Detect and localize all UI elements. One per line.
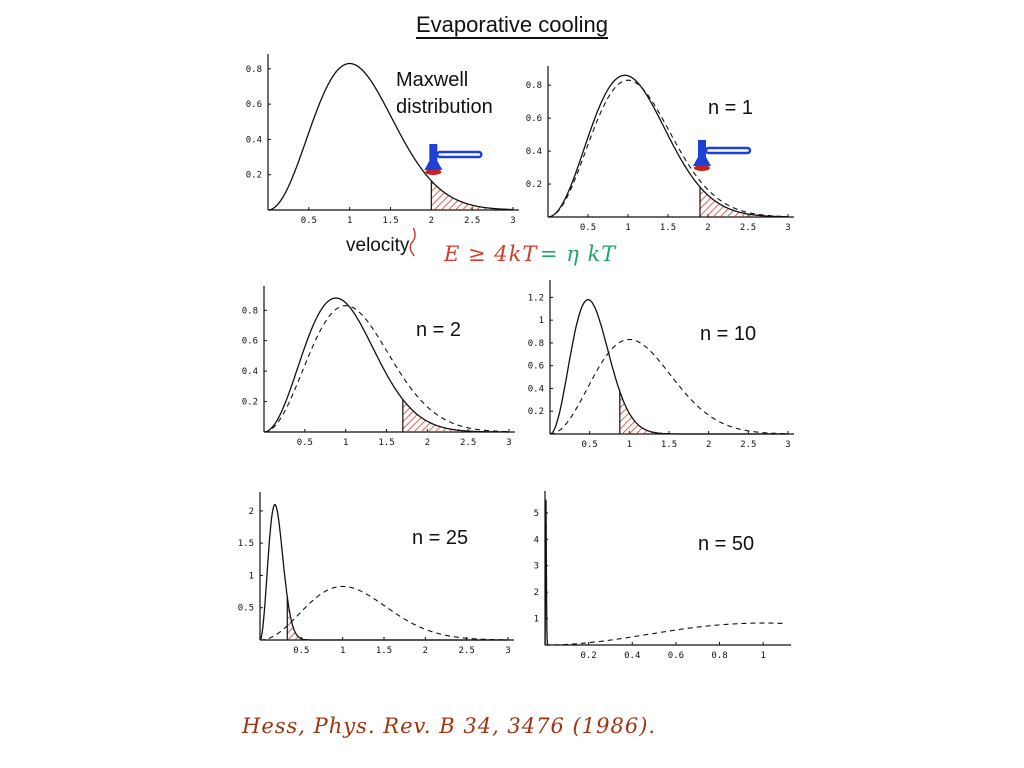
panel-annotation-n1: n = 1 [708,97,753,119]
y-tick-label: 0.4 [526,147,542,157]
y-tick-label: 0.8 [242,306,258,316]
x-tick-label: 1 [760,651,765,661]
x-tick-label: 1.5 [378,438,394,448]
x-tick-label: 2.5 [740,223,756,233]
plot-n-2: n = 2 0.5 1 1.5 2 2.5 3 0.2 0.4 0.6 0.8 [242,286,515,448]
y-tick-label: 4 [534,535,539,545]
x-tick-label: 0.8 [711,651,727,661]
x-tick-label: 2.5 [460,438,476,448]
y-tick-label: 0.2 [528,407,544,417]
x-tick-label: 2.5 [464,216,480,226]
x-tick-label: 0.5 [293,646,309,656]
x-tick-label: 1.5 [382,216,398,226]
evaporated-tail-region [700,187,788,217]
y-tick-label: 0.6 [242,337,258,347]
x-tick-label: 2 [425,438,430,448]
plot-n-10: n = 10 0.5 1 1.5 2 2.5 3 0.2 0.4 0.6 0.8 1 1.2 [528,280,794,450]
x-tick-label: 0.2 [581,651,597,661]
velocity-axis-label: velocity [346,235,410,256]
y-tick-label: 0.8 [528,339,544,349]
y-tick-label: 1 [539,316,544,326]
x-tick-label: 1 [625,223,630,233]
x-tick-label: 3 [510,216,515,226]
citation: Hess, Phys. Rev. B 34, 3476 (1986). [242,714,657,738]
maxwell-label-line2: distribution [396,96,493,118]
initial-distribution-curve [548,79,788,218]
energy-condition: E ≥ 4kT [444,242,538,266]
distribution-curve [544,499,550,646]
evaporated-tail-region [402,399,509,432]
x-tick-label: 0.4 [624,651,640,661]
x-tick-label: 1 [340,646,345,656]
x-tick-label: 3 [505,646,510,656]
energy-eta-relation: = η kT [540,242,617,266]
evaporated-tail-region [619,391,788,434]
y-tick-label: 0.4 [242,367,258,377]
y-tick-label: 1.2 [528,293,544,303]
x-tick-label: 0.5 [580,223,596,233]
x-tick-label: 2.5 [459,646,475,656]
plot-maxwell-distribution: Maxwell distribution velocity 0.5 1 1.5 2 2.… [246,54,519,257]
x-tick-label: 2 [429,216,434,226]
x-tick-label: 2.5 [740,440,756,450]
x-tick-label: 3 [785,223,790,233]
y-tick-label: 0.6 [246,100,262,110]
panel-annotation-n25: n = 25 [412,527,468,549]
evaporated-tail-region [287,597,508,640]
maxwell-label-line1: Maxwell [396,69,468,91]
x-tick-label: 0.5 [301,216,317,226]
plot-n-50: n = 50 0.2 0.4 0.6 0.8 1 1 2 3 4 5 [534,491,791,661]
callout-squiggle [409,227,416,257]
y-tick-label: 0.2 [242,398,258,408]
page-title: Evaporative cooling [415,12,608,37]
rf-knife-icon [693,140,752,171]
rf-knife-icon [424,144,483,175]
y-tick-label: 2 [534,588,539,598]
panel-annotation-n2: n = 2 [416,319,461,341]
y-tick-label: 0.5 [238,604,254,614]
distribution-curve [263,297,509,433]
distribution-curve [267,62,514,211]
y-tick-label: 1.5 [238,539,254,549]
y-tick-label: 0.2 [246,171,262,181]
initial-distribution-curve [260,585,508,641]
y-tick-label: 0.4 [528,384,544,394]
initial-distribution-curve [264,305,509,433]
x-tick-label: 0.5 [297,438,313,448]
y-tick-label: 1 [249,571,254,581]
y-tick-label: 2 [249,507,254,517]
x-tick-label: 3 [506,438,511,448]
initial-distribution-curve [550,338,788,435]
x-tick-label: 1.5 [660,223,676,233]
y-tick-label: 0.6 [528,362,544,372]
x-tick-label: 1.5 [376,646,392,656]
distribution-curve [547,74,788,218]
x-tick-label: 1 [343,438,348,448]
x-tick-label: 2 [705,223,710,233]
x-tick-label: 3 [785,440,790,450]
x-tick-label: 1 [347,216,352,226]
y-tick-label: 0.4 [246,135,262,145]
y-tick-label: 0.2 [526,180,542,190]
x-tick-label: 2 [423,646,428,656]
panel-annotation-n10: n = 10 [700,323,756,345]
distribution-curve [549,299,788,435]
y-tick-label: 5 [534,509,539,519]
y-tick-label: 0.8 [526,81,542,91]
y-tick-label: 0.6 [526,114,542,124]
y-tick-label: 0.8 [246,65,262,75]
evaporated-tail-region [431,180,513,210]
x-tick-label: 0.5 [582,440,598,450]
y-tick-label: 1 [534,615,539,625]
initial-distribution-curve [545,622,786,646]
panel-annotation-n50: n = 50 [698,533,754,555]
x-tick-label: 1.5 [661,440,677,450]
y-tick-label: 3 [534,562,539,572]
distribution-curve [259,503,508,641]
x-tick-label: 0.6 [668,651,684,661]
x-tick-label: 2 [706,440,711,450]
x-tick-label: 1 [627,440,632,450]
plot-n-25: n = 25 0.5 1 1.5 2 2.5 3 0.5 1 1.5 2 [238,492,514,656]
plot-n-1: n = 1 0.5 1 1.5 2 2.5 3 0.2 0.4 0.6 0.8 [526,66,794,233]
